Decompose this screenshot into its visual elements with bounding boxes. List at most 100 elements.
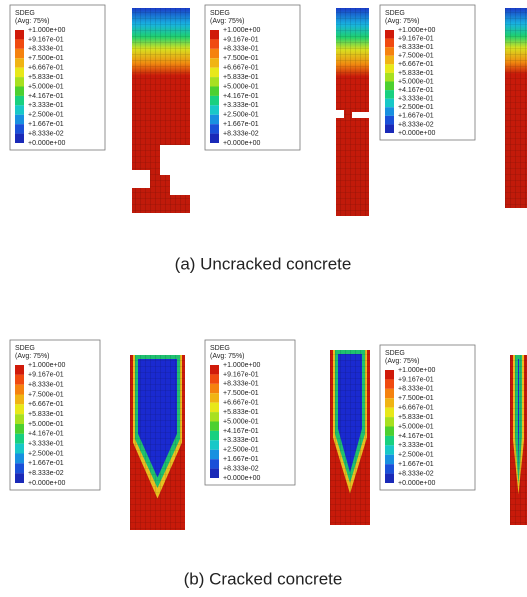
legend-swatch xyxy=(210,39,219,48)
legend-swatch xyxy=(15,424,24,434)
legend-label: +3.333e-01 xyxy=(398,442,434,449)
legend-swatch xyxy=(15,404,24,414)
legend-label: +8.333e-02 xyxy=(223,465,259,472)
legend-label: +7.500e-01 xyxy=(223,390,259,397)
legend-label: +1.667e-01 xyxy=(223,121,259,128)
legend-label: +9.167e-01 xyxy=(28,36,64,43)
legend-swatch xyxy=(385,90,394,99)
legend-swatch xyxy=(385,73,394,82)
legend-label: +4.167e-01 xyxy=(223,428,259,435)
legend-label: +6.667e-01 xyxy=(398,61,434,68)
legend-swatch xyxy=(385,389,394,398)
legend-swatch xyxy=(385,436,394,445)
legend-label: +8.333e-01 xyxy=(398,44,434,51)
legend-label: +2.500e-01 xyxy=(28,450,64,457)
legend-label: +6.667e-01 xyxy=(28,401,64,408)
legend-label: +1.000e+00 xyxy=(28,362,65,369)
legend-swatch xyxy=(210,87,219,96)
legend-label: +5.833e-01 xyxy=(223,74,259,81)
legend-label: +6.667e-01 xyxy=(223,400,259,407)
legend-label: +5.000e-01 xyxy=(223,83,259,90)
legend-swatch xyxy=(385,379,394,388)
legend-swatch xyxy=(15,473,24,483)
legend-label: +5.833e-01 xyxy=(223,409,259,416)
legend-title: SDEG xyxy=(385,350,405,357)
legend-label: +5.833e-01 xyxy=(28,74,64,81)
legend-label: +0.000e+00 xyxy=(398,130,435,137)
legend-label: +4.167e-01 xyxy=(398,87,434,94)
legend-swatch xyxy=(210,105,219,114)
legend-swatch xyxy=(15,375,24,385)
legend-swatch xyxy=(210,365,219,374)
legend-subtitle: (Avg: 75%) xyxy=(385,18,420,25)
legend-label: +8.333e-02 xyxy=(398,470,434,477)
legend-label: +6.667e-01 xyxy=(398,405,434,412)
legend-swatch xyxy=(15,134,24,143)
legend-label: +3.333e-01 xyxy=(223,102,259,109)
legend-swatch xyxy=(210,450,219,459)
legend-swatch xyxy=(385,427,394,436)
crack-gap xyxy=(352,112,370,118)
legend-label: +8.333e-02 xyxy=(223,130,259,137)
legend-label: +1.667e-01 xyxy=(398,113,434,120)
crack-gap xyxy=(132,170,150,188)
legend-swatch xyxy=(210,459,219,468)
legend-swatch xyxy=(15,444,24,454)
legend-swatch xyxy=(210,412,219,421)
legend-swatch xyxy=(15,365,24,375)
legend-label: +1.667e-01 xyxy=(223,456,259,463)
legend-label: +4.167e-01 xyxy=(28,93,64,100)
legend-label: +1.000e+00 xyxy=(398,367,435,374)
legend-swatch xyxy=(15,58,24,67)
legend-label: +6.667e-01 xyxy=(223,65,259,72)
legend-label: +5.833e-01 xyxy=(398,70,434,77)
legend-label: +9.167e-01 xyxy=(223,36,259,43)
legend-label: +2.500e-01 xyxy=(398,452,434,459)
legend-label: +8.333e-02 xyxy=(28,130,64,137)
legend-label: +0.000e+00 xyxy=(223,140,260,147)
figure: (a) Uncracked concrete (b) Cracked concr… xyxy=(0,0,527,597)
legend-subtitle: (Avg: 75%) xyxy=(15,18,50,25)
legend-label: +2.500e-01 xyxy=(398,104,434,111)
legend-swatch xyxy=(385,124,394,133)
legend-label: +7.500e-01 xyxy=(398,53,434,60)
legend-label: +5.833e-01 xyxy=(398,414,434,421)
crack-gap xyxy=(160,145,190,175)
legend-label: +0.000e+00 xyxy=(223,475,260,482)
legend-swatch xyxy=(210,374,219,383)
legend-swatch xyxy=(15,463,24,473)
legend-title: SDEG xyxy=(15,10,35,17)
legend-label: +5.000e-01 xyxy=(398,423,434,430)
legend-swatch xyxy=(385,474,394,483)
legend-swatch xyxy=(210,431,219,440)
legend-swatch xyxy=(210,422,219,431)
column-mesh xyxy=(505,8,527,208)
legend-title: SDEG xyxy=(210,345,230,352)
legend-swatch xyxy=(385,408,394,417)
legend-swatch xyxy=(385,107,394,116)
legend-swatch xyxy=(15,454,24,464)
legend-label: +9.167e-01 xyxy=(398,35,434,42)
column-mesh xyxy=(130,355,185,530)
legend-swatch xyxy=(385,56,394,65)
legend-swatch xyxy=(385,417,394,426)
legend-label: +9.167e-01 xyxy=(398,376,434,383)
legend-label: +4.167e-01 xyxy=(223,93,259,100)
legend-swatch xyxy=(210,469,219,478)
legend-label: +4.167e-01 xyxy=(28,431,64,438)
legend-swatch xyxy=(210,134,219,143)
legend-subtitle: (Avg: 75%) xyxy=(210,353,245,360)
legend-swatch xyxy=(15,87,24,96)
legend-label: +9.167e-01 xyxy=(28,372,64,379)
legend-label: +3.333e-01 xyxy=(28,441,64,448)
legend-label: +1.000e+00 xyxy=(398,27,435,34)
crack-gap xyxy=(170,175,190,195)
column-mesh xyxy=(330,350,370,525)
legend-label: +6.667e-01 xyxy=(28,65,64,72)
legend-label: +5.000e-01 xyxy=(223,418,259,425)
legend-label: +8.333e-01 xyxy=(398,386,434,393)
legend-title: SDEG xyxy=(385,10,405,17)
legend-label: +1.667e-01 xyxy=(28,121,64,128)
legend-swatch xyxy=(15,385,24,395)
legend-label: +8.333e-01 xyxy=(28,382,64,389)
